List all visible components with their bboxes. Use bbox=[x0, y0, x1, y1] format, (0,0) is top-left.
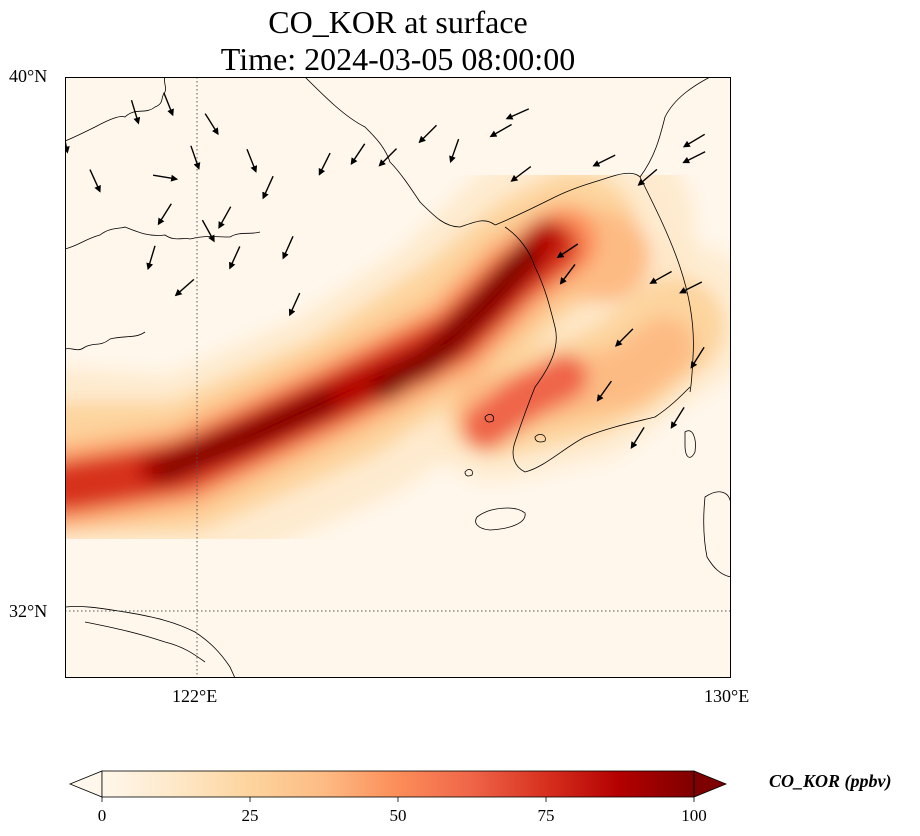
wind-arrow bbox=[204, 113, 219, 136]
wind-arrow bbox=[152, 174, 179, 182]
wind-arrow bbox=[690, 346, 705, 369]
colorbar-label: CO_KOR (ppbv) bbox=[769, 771, 892, 791]
colorbar-extend-max bbox=[693, 770, 728, 798]
coastline-lines bbox=[65, 77, 731, 678]
wind-arrow bbox=[505, 108, 530, 120]
wind-arrow bbox=[449, 138, 460, 164]
coastline-china-south bbox=[65, 606, 236, 678]
map-title: CO_KOR at surface bbox=[268, 4, 528, 40]
wind-arrow bbox=[489, 123, 512, 138]
colorbar bbox=[68, 770, 728, 802]
wind-arrow bbox=[559, 263, 576, 285]
plume-core-band bbox=[154, 391, 336, 483]
coastline-korea-east bbox=[639, 77, 711, 178]
colorbar-extend-min bbox=[68, 770, 103, 798]
wind-arrow bbox=[146, 245, 156, 271]
coastline-islands bbox=[464, 414, 546, 477]
colorbar-tick-label: 0 bbox=[97, 806, 107, 825]
wind-arrow bbox=[246, 149, 258, 173]
wind-arrow bbox=[378, 148, 397, 167]
map-frame bbox=[65, 77, 731, 678]
wind-arrow bbox=[592, 154, 616, 167]
map-plot-area[interactable] bbox=[65, 77, 731, 678]
coastline-china-east bbox=[65, 331, 146, 351]
wind-arrow bbox=[596, 380, 612, 402]
colorbar-tick-label: 50 bbox=[389, 806, 407, 825]
colorbar-gradient bbox=[102, 771, 694, 797]
coastline-korea-east bbox=[639, 176, 694, 393]
plume-core-band bbox=[372, 244, 538, 400]
coastline-jeju bbox=[475, 507, 526, 531]
lat-tick-label: 32°N bbox=[9, 601, 48, 621]
colorbar-tick-label: 100 bbox=[681, 806, 707, 825]
wind-arrow bbox=[190, 145, 201, 170]
wind-arrow bbox=[262, 175, 274, 200]
wind-arrow bbox=[615, 328, 634, 347]
wind-arrow bbox=[350, 143, 366, 165]
wind-arrow bbox=[649, 270, 672, 284]
wind-arrow bbox=[174, 278, 195, 297]
colorbar-tick-label: 25 bbox=[241, 806, 259, 825]
plume-band bbox=[462, 354, 588, 450]
wind-arrow bbox=[682, 133, 706, 148]
wind-arrow bbox=[670, 407, 685, 429]
wind-arrow bbox=[163, 92, 174, 117]
map-subtitle-time: Time: 2024-03-05 08:00:00 bbox=[220, 41, 576, 77]
lat-tick-label: 40°N bbox=[9, 66, 48, 86]
wind-arrow bbox=[418, 124, 437, 144]
wind-arrow bbox=[157, 203, 172, 226]
wind-vectors bbox=[65, 92, 706, 449]
wind-arrow bbox=[556, 243, 579, 259]
coastline-china-north bbox=[65, 77, 166, 142]
wind-arrow bbox=[637, 168, 658, 186]
wind-arrow bbox=[89, 169, 101, 193]
wind-arrow bbox=[510, 166, 532, 182]
wind-arrow bbox=[201, 219, 215, 243]
wind-arrow bbox=[218, 206, 232, 229]
coastline-japan-kyushu bbox=[703, 491, 731, 578]
coastline-china-bay bbox=[65, 226, 261, 250]
coastline-yalu bbox=[494, 172, 641, 226]
lon-tick-label: 122°E bbox=[172, 686, 218, 706]
co-concentration-plume bbox=[65, 127, 731, 577]
coastline-yangtze bbox=[84, 621, 206, 663]
coastline-liaodong bbox=[304, 77, 496, 228]
wind-arrow bbox=[630, 427, 645, 449]
wind-arrow bbox=[682, 151, 706, 164]
wind-arrow bbox=[282, 236, 294, 260]
wind-arrow bbox=[65, 136, 70, 154]
coastline-japan-tsushima bbox=[684, 430, 696, 458]
wind-arrow bbox=[288, 292, 301, 317]
wind-arrow bbox=[679, 281, 703, 294]
colorbar-tick-label: 75 bbox=[537, 806, 555, 825]
coastline-korea-south bbox=[524, 386, 691, 473]
coastline-korea-west bbox=[504, 226, 557, 473]
wind-arrow bbox=[318, 152, 331, 176]
wind-arrow bbox=[229, 246, 241, 270]
wind-arrow bbox=[130, 99, 141, 125]
lon-tick-label: 130°E bbox=[704, 686, 750, 706]
